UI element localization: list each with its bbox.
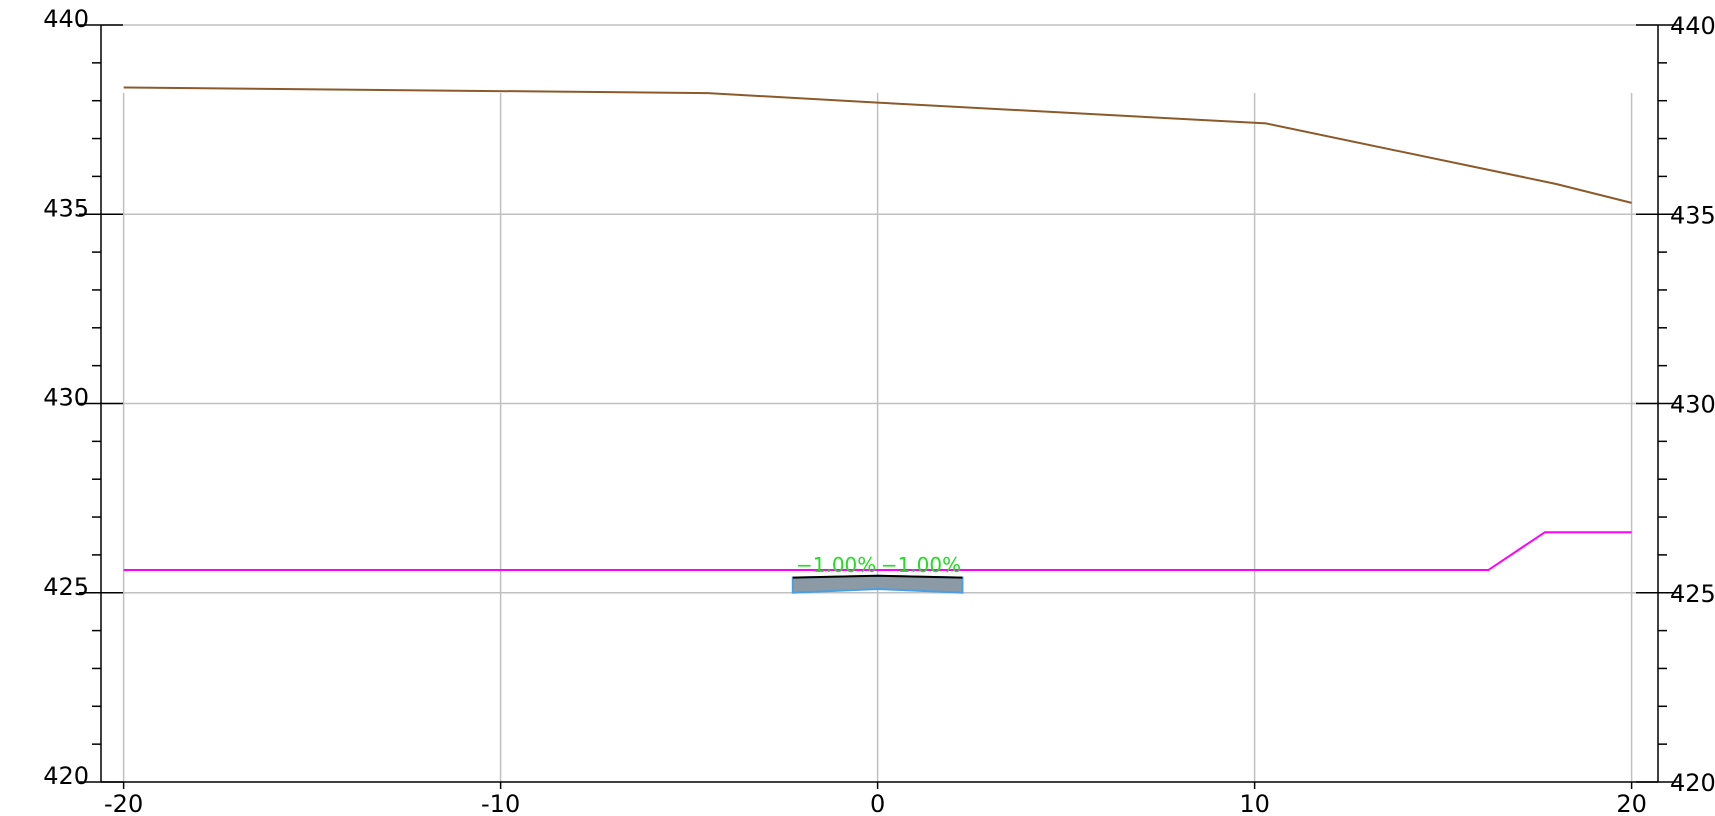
y-tick-label-right: 425 bbox=[1670, 580, 1715, 608]
y-tick-label-left: 420 bbox=[43, 762, 89, 790]
y-tick-label-right: 435 bbox=[1670, 201, 1715, 229]
y-tick-label-left: 440 bbox=[43, 5, 89, 33]
design-line bbox=[123, 531, 1632, 572]
pavement-surface-line bbox=[792, 574, 963, 579]
y-tick-label-left: 425 bbox=[43, 573, 89, 601]
axes: 420 420 425 425 430 430 435 435 440 440 -20 -10 0 10 2… bbox=[43, 5, 1715, 816]
pavement-section bbox=[791, 574, 964, 594]
x-tick-label: -20 bbox=[104, 790, 143, 816]
slope-label: −1.00% bbox=[796, 553, 876, 577]
ground-line bbox=[123, 86, 1632, 204]
slope-label: −1.00% bbox=[881, 553, 961, 577]
grid bbox=[101, 24, 1658, 782]
annotations: −1.00% −1.00% bbox=[796, 553, 961, 577]
y-tick-label-right: 430 bbox=[1670, 391, 1715, 419]
y-tick-label-left: 430 bbox=[43, 384, 89, 412]
series bbox=[123, 86, 1632, 572]
x-tick-label: -10 bbox=[481, 790, 520, 816]
x-tick-label: 0 bbox=[870, 790, 885, 816]
y-tick-label-right: 420 bbox=[1670, 769, 1715, 797]
y-tick-label-right: 440 bbox=[1670, 12, 1715, 40]
y-tick-label-left: 435 bbox=[43, 194, 89, 222]
x-tick-label: 20 bbox=[1616, 790, 1647, 816]
x-tick-label: 10 bbox=[1239, 790, 1270, 816]
